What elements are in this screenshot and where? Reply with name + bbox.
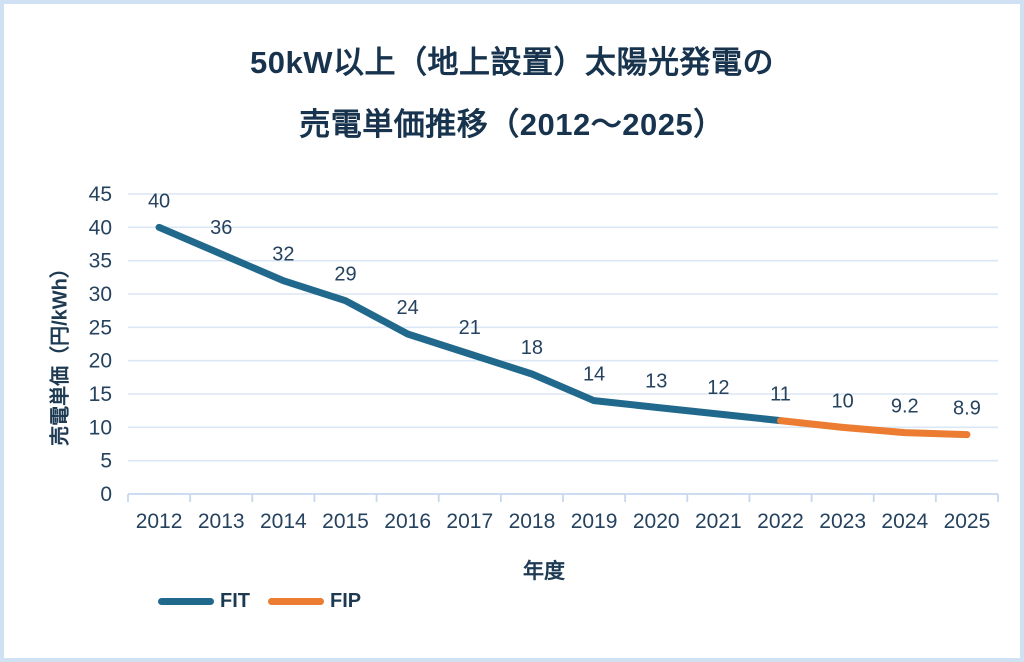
y-tick-label: 5 [100,450,112,473]
y-tick-label: 35 [89,250,112,273]
fit-line-swatch [158,598,214,605]
y-tick-label: 15 [89,383,112,406]
x-tick-label: 2021 [695,510,742,533]
y-tick-label: 30 [89,283,112,306]
x-tick-label: 2016 [384,510,431,533]
data-label: 12 [707,377,729,399]
y-tick-label: 40 [89,216,112,239]
y-tick-label: 45 [89,183,112,206]
x-tick-label: 2022 [757,510,804,533]
legend-label-fip: FIP [330,590,362,612]
fip-line-swatch [268,598,324,605]
data-label: 32 [272,244,294,266]
x-tick-label: 2013 [198,510,245,533]
data-label: 14 [583,364,605,386]
data-label: 24 [397,297,419,319]
legend-item-fip: FIP [268,590,361,613]
fip-line [777,417,971,439]
chart-title-line2: 売電単価推移（2012～2025） [299,107,725,142]
y-tick-label: 25 [89,316,112,339]
legend-label-fit: FIT [220,590,250,612]
chart-title-line1: 50kW以上（地上設置）太陽光発電の [250,45,774,80]
x-tick-label: 2017 [446,510,493,533]
data-label: 8.9 [953,398,981,420]
x-tick-label: 2025 [944,510,991,533]
data-label: 21 [459,317,481,339]
fit-line [155,223,784,425]
legend-item-fit: FIT [158,590,250,613]
chart-title: 50kW以上（地上設置）太陽光発電の 売電単価推移（2012～2025） [4,32,1020,156]
x-tick-label: 2014 [260,510,307,533]
data-label: 18 [521,337,543,359]
x-tick-label: 2015 [322,510,369,533]
data-label: 10 [832,390,854,412]
data-label: 40 [148,190,170,212]
x-tick-label: 2012 [136,510,183,533]
x-tick-label: 2023 [819,510,866,533]
x-tick-label: 2020 [633,510,680,533]
y-tick-label: 0 [100,483,112,506]
data-label: 13 [645,370,667,392]
data-label: 36 [210,217,232,239]
data-label: 11 [770,384,791,406]
legend: FIT FIP [158,590,379,613]
x-tick-label: 2018 [509,510,556,533]
x-tick-label: 2019 [571,510,618,533]
x-axis-title: 年度 [523,560,565,583]
data-label: 9.2 [891,396,919,418]
x-tick-label: 2024 [881,510,928,533]
y-tick-label: 20 [89,350,112,373]
y-tick-label: 10 [89,416,112,439]
data-label: 29 [334,264,356,286]
